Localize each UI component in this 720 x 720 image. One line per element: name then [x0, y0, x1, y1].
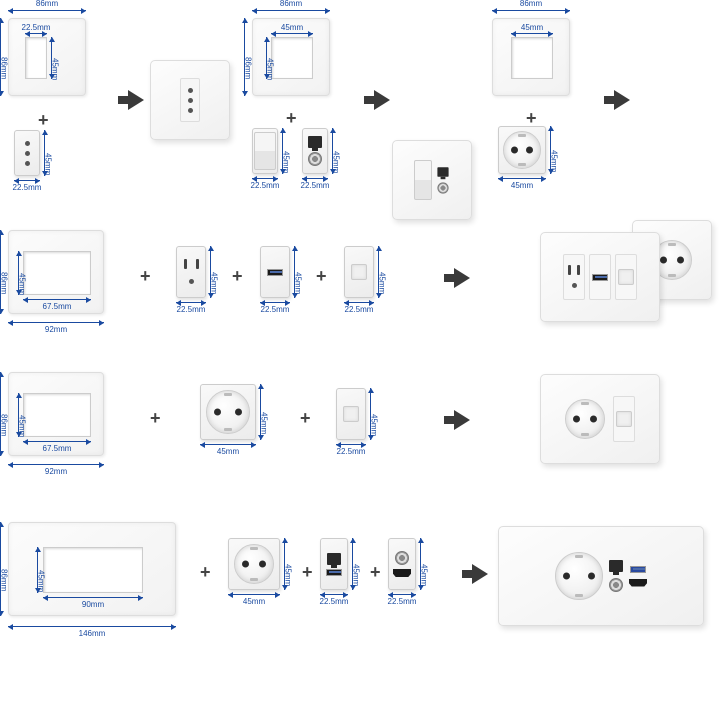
r2-mod-usb: 45mm 22.5mm: [260, 246, 290, 298]
module-switch: [252, 128, 278, 174]
arrow-icon: [614, 90, 630, 110]
r1b-mod1: 45mm 22.5mm: [252, 128, 278, 174]
plus-icon: +: [286, 108, 297, 129]
arrow-icon: [374, 90, 390, 110]
r2-mod-keystone: 45mm 22.5mm: [344, 246, 374, 298]
plus-icon: +: [140, 266, 151, 287]
plus-icon: +: [150, 408, 161, 429]
dim-86v: 86mm: [244, 18, 245, 96]
plus-icon: +: [200, 562, 211, 583]
r1a-frame-group: 86mm 22.5mm 45mm 86mm: [8, 18, 86, 96]
module-eu-socket: [228, 538, 280, 590]
r4-mod-tv-hdmi: 45mm 22.5mm: [388, 538, 416, 590]
row-3: 45mm 67.5mm 86mm 92mm + 45mm 45mm + 45mm…: [0, 360, 720, 490]
dim-22_5: 22.5mm: [14, 180, 40, 181]
r4-mod-eu: 45mm 45mm: [228, 538, 280, 590]
frame-86x86-45: 45mm 45mm: [252, 18, 330, 96]
dim-86: 86mm: [252, 10, 330, 11]
plus-icon: +: [302, 562, 313, 583]
r1b-result: [392, 140, 472, 220]
aperture: [271, 37, 313, 79]
plus-icon: +: [38, 110, 49, 131]
module-eu-socket: [498, 126, 546, 174]
r1a-module: 45mm 22.5mm: [14, 130, 40, 176]
r1b-frame-group: 86mm 45mm 45mm 86mm: [252, 18, 330, 96]
module-tv-hdmi: [388, 538, 416, 590]
row-2: 45mm 67.5mm 86mm 92mm + 45mm 22.5mm + 45…: [0, 218, 720, 348]
arrow-icon: [454, 268, 470, 288]
frame-86x86-22_5: 22.5mm 45mm: [8, 18, 86, 96]
module-rj45-usb: [320, 538, 348, 590]
plus-icon: +: [370, 562, 381, 583]
module-tv-coax: [302, 128, 328, 174]
r3-mod-eu: 45mm 45mm: [200, 384, 256, 440]
arrow-icon: [128, 90, 144, 110]
module-eu-socket: [200, 384, 256, 440]
r1c-mod: 45mm 45mm: [498, 126, 546, 174]
r2-mod-us: 45mm 22.5mm: [176, 246, 206, 298]
r2-frame: 45mm 67.5mm 86mm 92mm: [8, 230, 104, 314]
r1a-result: [150, 60, 230, 140]
r4-result: [498, 526, 704, 626]
dim-45v: 45mm: [44, 130, 45, 176]
module-keystone: [344, 246, 374, 298]
dim-22_5: 22.5mm: [25, 33, 47, 34]
r1c-frame-group: 86mm 45mm: [492, 18, 570, 96]
dim-45v: 45mm: [266, 37, 267, 79]
module-keystone: [336, 388, 366, 440]
plus-icon: +: [300, 408, 311, 429]
module-br-socket: [14, 130, 40, 176]
dim-45: 45mm: [271, 33, 313, 34]
row-4: 45mm 90mm 86mm 146mm + 45mm 45mm + 45mm …: [0, 508, 720, 708]
r2-result: [540, 232, 660, 322]
frame-86x86-45: 45mm: [492, 18, 570, 96]
arrow-icon: [472, 564, 488, 584]
row-1: 86mm 22.5mm 45mm 86mm + 45mm 22.5mm 86mm…: [0, 0, 720, 200]
module-usb: [260, 246, 290, 298]
r1b-mod2: 45mm 22.5mm: [302, 128, 328, 174]
r3-frame: 45mm 67.5mm 86mm 92mm: [8, 372, 104, 456]
dim-45v: 45mm: [51, 37, 52, 79]
r3-mod-keystone: 45mm 22.5mm: [336, 388, 366, 440]
dim-86v: 86mm: [0, 18, 1, 96]
aperture: [25, 37, 47, 79]
dim-86-top: 86mm: [8, 10, 86, 11]
plus-icon: +: [316, 266, 327, 287]
r4-frame: 45mm 90mm 86mm 146mm: [8, 522, 176, 616]
r4-mod-rj-usb: 45mm 22.5mm: [320, 538, 348, 590]
module-us-socket: [176, 246, 206, 298]
arrow-icon: [454, 410, 470, 430]
plus-icon: +: [232, 266, 243, 287]
r3-result: [540, 374, 660, 464]
